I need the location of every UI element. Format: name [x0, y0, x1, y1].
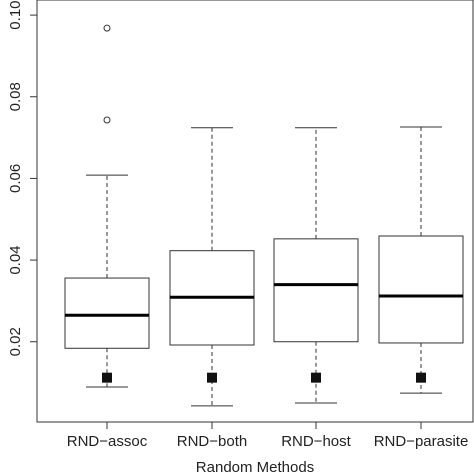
outlier-point: [103, 24, 111, 32]
iqr-box: [64, 277, 150, 349]
y-tick-label: 0.02: [7, 327, 24, 356]
y-tick-label: 0.04: [7, 245, 24, 274]
iqr-box: [273, 238, 359, 343]
y-axis: 0.02 0.04 0.06 0.08 0.10: [7, 0, 37, 356]
x-axis: RND−assoc RND−both RND−host RND−parasite: [67, 422, 469, 450]
x-tick-label: RND−both: [177, 433, 247, 450]
boxes-layer: [64, 24, 464, 407]
x-tick-label: RND−host: [281, 433, 351, 450]
square-marker: [207, 372, 217, 383]
x-tick-label: RND−assoc: [67, 433, 148, 450]
x-tick-label: RND−parasite: [374, 433, 469, 450]
square-marker: [311, 372, 321, 383]
square-marker: [416, 372, 426, 383]
plot-frame: [36, 0, 474, 423]
y-tick-label: 0.10: [7, 0, 24, 29]
box-group: [378, 126, 464, 394]
square-marker: [102, 372, 112, 383]
iqr-box: [378, 235, 464, 344]
y-tick-label: 0.08: [7, 82, 24, 111]
outlier-point: [103, 116, 111, 124]
box-group: [64, 24, 150, 388]
x-axis-title: Random Methods: [196, 459, 314, 474]
box-group: [273, 127, 359, 404]
box-group: [169, 127, 255, 407]
y-tick-label: 0.06: [7, 164, 24, 193]
